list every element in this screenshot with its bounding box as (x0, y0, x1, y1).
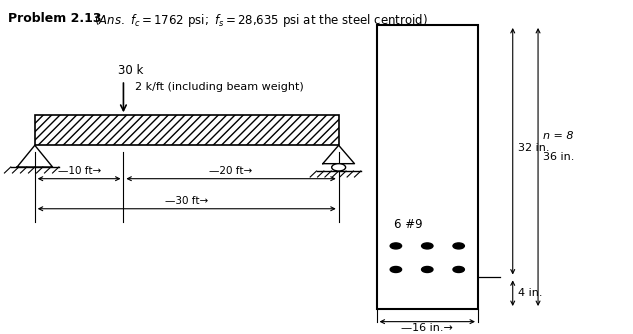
Text: 32 in.: 32 in. (518, 143, 549, 153)
Circle shape (390, 267, 401, 273)
Circle shape (422, 243, 433, 249)
Text: —30 ft→: —30 ft→ (165, 196, 208, 206)
Text: 6 #9: 6 #9 (394, 218, 423, 231)
Text: 4 in.: 4 in. (518, 288, 542, 298)
Circle shape (453, 243, 465, 249)
Text: 30 k: 30 k (118, 64, 144, 77)
Text: —20 ft→: —20 ft→ (210, 166, 253, 176)
Text: —16 in.→: —16 in.→ (401, 323, 453, 333)
Bar (377, 25, 478, 309)
Text: 2 k/ft (including beam weight): 2 k/ft (including beam weight) (135, 82, 304, 92)
Text: 36 in.: 36 in. (543, 152, 575, 162)
Circle shape (422, 267, 433, 273)
Text: Problem 2.13: Problem 2.13 (8, 12, 101, 25)
Circle shape (390, 243, 401, 249)
Text: n = 8: n = 8 (543, 131, 573, 141)
Text: —10 ft→: —10 ft→ (58, 166, 101, 176)
Bar (35, 115, 339, 145)
Circle shape (453, 267, 465, 273)
Text: $(Ans.\ f_c = 1762\ \mathrm{psi};\ f_s = 28{,}635\ \mathrm{psi\ at\ the\ steel\ : $(Ans.\ f_c = 1762\ \mathrm{psi};\ f_s =… (94, 12, 428, 29)
Circle shape (332, 164, 346, 171)
